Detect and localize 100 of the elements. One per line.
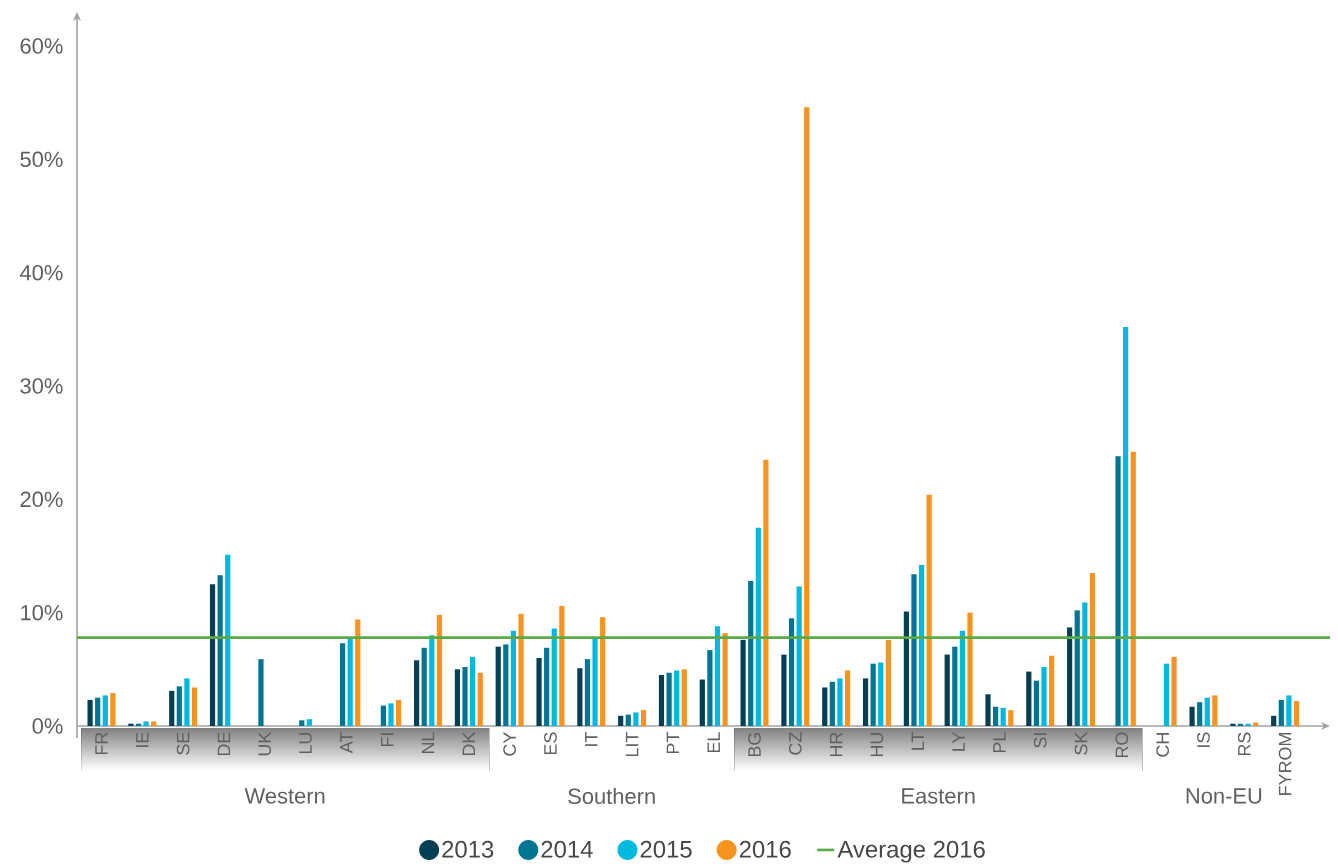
bar <box>454 669 461 726</box>
x-tick-label: SI <box>1033 733 1047 748</box>
bar <box>355 619 361 726</box>
text: Eastern <box>902 788 975 804</box>
bar <box>911 574 917 726</box>
x-tick-label: ES <box>544 732 557 755</box>
bar <box>804 107 810 726</box>
bar <box>1197 702 1203 726</box>
bar <box>1163 663 1170 726</box>
bar <box>1008 710 1014 726</box>
legend-label: 2013 <box>442 840 494 858</box>
bar <box>95 697 101 726</box>
bar <box>128 723 134 726</box>
bar <box>510 630 517 726</box>
x-tick-label: UK <box>258 731 271 756</box>
bar <box>217 575 223 726</box>
bar <box>1074 610 1080 726</box>
bar <box>1245 723 1251 726</box>
legend-label: Average 2016 <box>837 840 985 863</box>
legend-label: 2014 <box>541 840 593 858</box>
bar <box>952 646 958 726</box>
bar <box>184 678 190 726</box>
bar <box>462 667 468 726</box>
bar <box>347 638 353 726</box>
x-tick-label: RS <box>1237 732 1251 756</box>
x-tick-label: DE <box>217 732 231 756</box>
bar <box>870 663 876 726</box>
bar <box>722 633 728 726</box>
bar <box>551 628 557 726</box>
x-tick-label: LT <box>911 732 924 750</box>
x-tick-label: IS <box>1197 732 1210 747</box>
bar <box>1286 695 1292 726</box>
bar <box>625 714 631 726</box>
bar <box>985 694 991 726</box>
x-tick-label: LY <box>952 732 965 751</box>
x-tick-label: RO <box>1115 732 1129 758</box>
bar <box>1067 627 1073 726</box>
bar <box>143 721 149 726</box>
x-tick-label: CY <box>503 732 516 756</box>
legend-label: 2016 <box>739 840 791 858</box>
bar <box>306 719 312 726</box>
bar <box>1041 667 1047 726</box>
bar <box>740 639 746 726</box>
bar <box>878 662 884 726</box>
bar <box>796 586 802 726</box>
bar <box>592 638 598 726</box>
y-tick-label: 0% <box>32 718 63 734</box>
bar <box>763 459 769 726</box>
bar <box>495 646 501 726</box>
bar <box>388 703 394 726</box>
y-tick-label: 50% <box>20 151 63 168</box>
bar <box>1000 707 1006 726</box>
x-tick-label: CH <box>1156 733 1169 757</box>
bar <box>477 672 483 726</box>
bar <box>707 650 713 726</box>
bar <box>993 706 999 726</box>
bar <box>918 565 925 726</box>
bar <box>926 494 932 726</box>
bar <box>1130 451 1136 726</box>
bar <box>844 670 851 726</box>
x-tick-label: PL <box>993 732 1006 753</box>
y-tick-label: 40% <box>19 264 63 281</box>
bar <box>436 614 442 726</box>
bar <box>658 675 665 726</box>
bar <box>714 626 721 726</box>
bar <box>618 715 624 726</box>
bar <box>1204 697 1210 726</box>
x-tick-label: FI <box>381 733 394 747</box>
bar <box>258 659 264 726</box>
bar <box>414 660 420 726</box>
bar <box>781 654 787 726</box>
bar <box>600 617 606 726</box>
text: Western <box>244 788 325 804</box>
x-tick-label: SK <box>1074 731 1088 755</box>
legend-label: 2015 <box>640 840 692 858</box>
x-tick-label: IT <box>585 732 598 746</box>
bar <box>544 647 550 726</box>
bar <box>1049 655 1055 726</box>
bar <box>837 678 843 726</box>
bar <box>191 687 198 726</box>
bar <box>536 658 542 726</box>
x-tick-label: FYROM <box>1278 733 1292 795</box>
bar <box>421 647 427 726</box>
x-tick-label: AT <box>340 732 353 754</box>
y-tick-label: 10% <box>21 604 63 621</box>
bar <box>151 721 157 726</box>
x-tick-label: CZ <box>788 732 802 755</box>
bar <box>699 679 705 726</box>
x-tick-label: NL <box>421 732 435 754</box>
x-tick-label: LIT <box>625 732 639 757</box>
bar <box>577 668 583 726</box>
bar <box>176 686 182 726</box>
bar <box>470 656 476 726</box>
bar <box>169 690 175 726</box>
y-tick-label: 60% <box>20 38 63 54</box>
bar <box>822 687 828 726</box>
bar <box>1271 715 1277 726</box>
bar <box>640 710 647 726</box>
bar <box>903 611 909 726</box>
bar <box>633 712 639 726</box>
